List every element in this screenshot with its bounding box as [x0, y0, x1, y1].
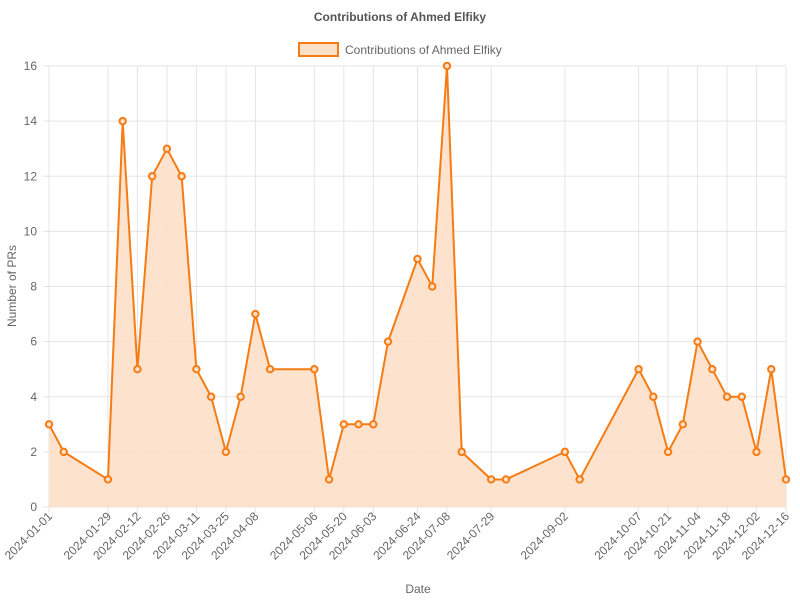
data-point[interactable] — [781, 475, 791, 484]
data-point[interactable] — [634, 364, 643, 374]
data-point[interactable] — [767, 364, 776, 374]
data-point[interactable] — [678, 420, 688, 429]
data-point[interactable] — [575, 475, 584, 484]
data-point[interactable] — [251, 309, 260, 319]
data-point[interactable] — [413, 254, 422, 264]
y-tick-label: 14 — [24, 114, 38, 128]
y-tick-label: 0 — [30, 500, 37, 514]
x-tick-label: 2024-09-02 — [518, 509, 572, 563]
data-point[interactable] — [310, 364, 319, 374]
data-point[interactable] — [147, 172, 157, 181]
data-point[interactable] — [133, 364, 142, 374]
y-tick-label: 2 — [30, 445, 37, 459]
data-point[interactable] — [236, 392, 245, 401]
x-axis-ticks: 2024-01-01 2024-01-292024-02-122024-02-26… — [2, 509, 793, 563]
data-point[interactable] — [221, 447, 231, 457]
x-tick-label: 2024-07-29 — [444, 509, 498, 563]
data-point[interactable] — [383, 337, 393, 346]
data-point[interactable] — [44, 420, 54, 429]
x-tick-label: 2024-01-01 — [2, 509, 56, 563]
data-point[interactable] — [177, 172, 186, 181]
data-point[interactable] — [59, 447, 68, 457]
data-point[interactable] — [663, 447, 673, 457]
data-point[interactable] — [442, 61, 452, 71]
data-point[interactable] — [722, 392, 732, 401]
x-axis-label: Date — [405, 582, 431, 596]
series-area-fill — [49, 66, 786, 507]
y-axis-ticks: 0 2 4 6 8 10 12 14 16 — [24, 59, 38, 514]
y-tick-label: 10 — [24, 224, 38, 238]
data-point[interactable] — [737, 392, 746, 401]
data-point[interactable] — [708, 364, 717, 374]
data-point[interactable] — [162, 144, 172, 153]
data-point[interactable] — [324, 475, 334, 484]
y-tick-label: 6 — [30, 335, 37, 349]
y-tick-label: 12 — [24, 169, 38, 183]
y-axis-label: Number of PRs — [5, 245, 19, 327]
data-point[interactable] — [693, 337, 702, 346]
data-point[interactable] — [265, 364, 275, 374]
data-point[interactable] — [487, 475, 496, 484]
series-points — [44, 61, 791, 484]
data-point[interactable] — [118, 116, 127, 126]
data-point[interactable] — [206, 392, 216, 401]
data-point[interactable] — [649, 392, 658, 401]
data-point[interactable] — [339, 420, 348, 429]
y-tick-label: 16 — [24, 59, 38, 73]
data-point[interactable] — [457, 447, 466, 457]
data-point[interactable] — [752, 447, 761, 457]
legend[interactable]: Contributions of Ahmed Elfiky — [298, 42, 502, 57]
data-point[interactable] — [369, 420, 378, 429]
data-point[interactable] — [428, 282, 437, 291]
y-tick-label: 8 — [30, 280, 37, 294]
y-tick-label: 4 — [30, 390, 37, 404]
data-point[interactable] — [354, 420, 363, 429]
legend-label: Contributions of Ahmed Elfiky — [345, 43, 502, 57]
data-point[interactable] — [501, 475, 511, 484]
data-point[interactable] — [192, 364, 201, 374]
data-point[interactable] — [560, 447, 570, 457]
legend-swatch — [298, 42, 339, 57]
data-point[interactable] — [103, 475, 113, 484]
chart-title: Contributions of Ahmed Elfiky — [314, 10, 487, 24]
